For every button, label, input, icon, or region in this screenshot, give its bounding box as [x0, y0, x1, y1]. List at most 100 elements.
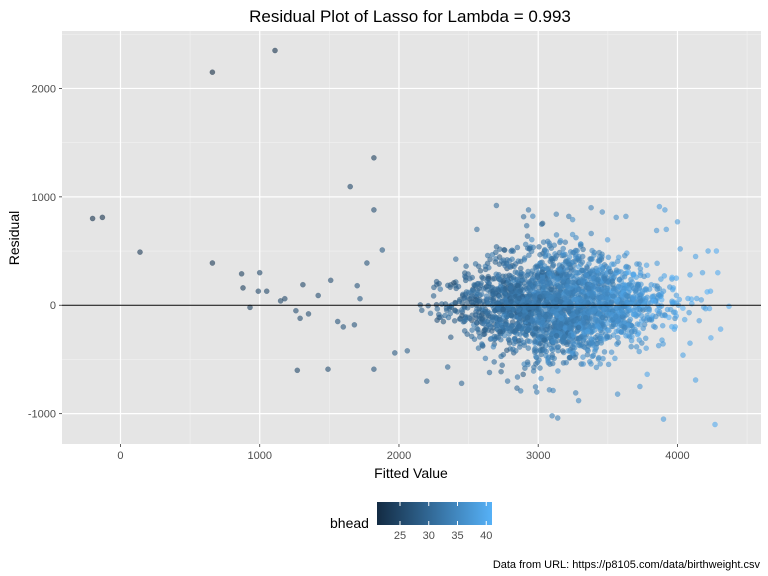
- data-point: [418, 307, 425, 314]
- data-point: [300, 281, 306, 288]
- data-point: [573, 317, 579, 324]
- data-point: [438, 314, 444, 320]
- data-point: [591, 252, 597, 258]
- data-point: [567, 354, 574, 361]
- data-point: [580, 267, 587, 274]
- data-point: [89, 215, 96, 222]
- data-point: [642, 335, 649, 342]
- data-point: [497, 336, 504, 343]
- data-point: [569, 231, 576, 238]
- data-point: [526, 278, 532, 285]
- data-point: [553, 211, 560, 218]
- data-point: [625, 269, 632, 276]
- data-point: [586, 285, 593, 292]
- data-point: [487, 256, 493, 263]
- data-point: [643, 262, 650, 269]
- data-point: [512, 347, 519, 354]
- data-point: [546, 341, 553, 348]
- data-point: [677, 246, 684, 252]
- data-point: [615, 254, 622, 261]
- data-point: [613, 267, 620, 274]
- data-point: [530, 276, 537, 283]
- data-point: [521, 342, 528, 348]
- data-point: [576, 257, 582, 263]
- data-point: [588, 256, 594, 262]
- data-point: [516, 295, 522, 302]
- data-point: [434, 317, 440, 324]
- data-point: [474, 281, 481, 287]
- data-point: [636, 337, 643, 343]
- data-point: [611, 261, 617, 268]
- data-point: [601, 349, 608, 355]
- data-point: [557, 237, 564, 244]
- data-point: [598, 335, 605, 342]
- data-point: [577, 243, 584, 249]
- data-point: [565, 317, 571, 324]
- x-tick-label: 3000: [526, 450, 550, 462]
- data-point: [692, 377, 699, 383]
- data-point: [662, 207, 668, 213]
- data-point: [539, 269, 546, 275]
- data-point: [281, 295, 288, 302]
- data-point: [594, 305, 601, 312]
- data-point: [597, 361, 604, 367]
- data-point: [604, 290, 611, 297]
- data-point: [577, 279, 584, 285]
- data-point: [463, 289, 470, 295]
- data-point: [714, 269, 721, 276]
- data-point: [585, 300, 592, 307]
- data-point: [598, 340, 605, 346]
- data-point: [520, 213, 527, 220]
- data-point: [666, 314, 672, 321]
- data-point: [458, 307, 465, 313]
- data-point: [546, 271, 552, 277]
- data-point: [658, 303, 665, 309]
- data-point: [656, 291, 662, 298]
- data-point: [643, 345, 650, 352]
- data-point: [500, 257, 507, 263]
- data-point: [669, 298, 675, 305]
- data-point: [560, 276, 567, 283]
- data-point: [437, 286, 444, 292]
- data-point: [614, 391, 621, 397]
- data-point: [673, 292, 680, 299]
- data-point: [506, 337, 512, 344]
- data-point: [706, 305, 713, 312]
- data-point: [515, 307, 522, 313]
- data-point: [643, 287, 650, 293]
- data-point: [628, 343, 635, 350]
- data-point: [524, 272, 531, 279]
- data-point: [391, 350, 398, 356]
- data-point: [589, 247, 595, 254]
- data-point: [589, 353, 596, 360]
- data-point: [592, 346, 599, 352]
- x-axis-ticks: 0 1000 2000 3000 4000: [117, 444, 690, 462]
- data-point: [379, 247, 386, 253]
- data-point: [481, 331, 488, 337]
- data-point: [489, 284, 496, 291]
- data-point: [542, 313, 549, 320]
- data-point: [594, 267, 601, 274]
- data-point: [354, 282, 361, 289]
- data-point: [543, 326, 549, 333]
- y-axis-ticks: -1000 0 1000 2000: [28, 83, 62, 421]
- data-point: [475, 263, 482, 270]
- data-point: [599, 266, 606, 272]
- data-point: [479, 341, 485, 347]
- data-point: [497, 329, 503, 335]
- data-point: [618, 308, 625, 314]
- data-point: [589, 322, 595, 329]
- data-point: [608, 349, 615, 356]
- data-point: [582, 334, 589, 341]
- data-point: [637, 383, 643, 390]
- data-point: [512, 327, 519, 334]
- data-point: [607, 268, 614, 275]
- data-point: [517, 388, 524, 394]
- data-point: [484, 252, 491, 259]
- data-point: [305, 311, 312, 317]
- data-point: [539, 293, 545, 300]
- data-point: [669, 274, 675, 281]
- data-point: [531, 338, 538, 345]
- data-point: [496, 254, 503, 260]
